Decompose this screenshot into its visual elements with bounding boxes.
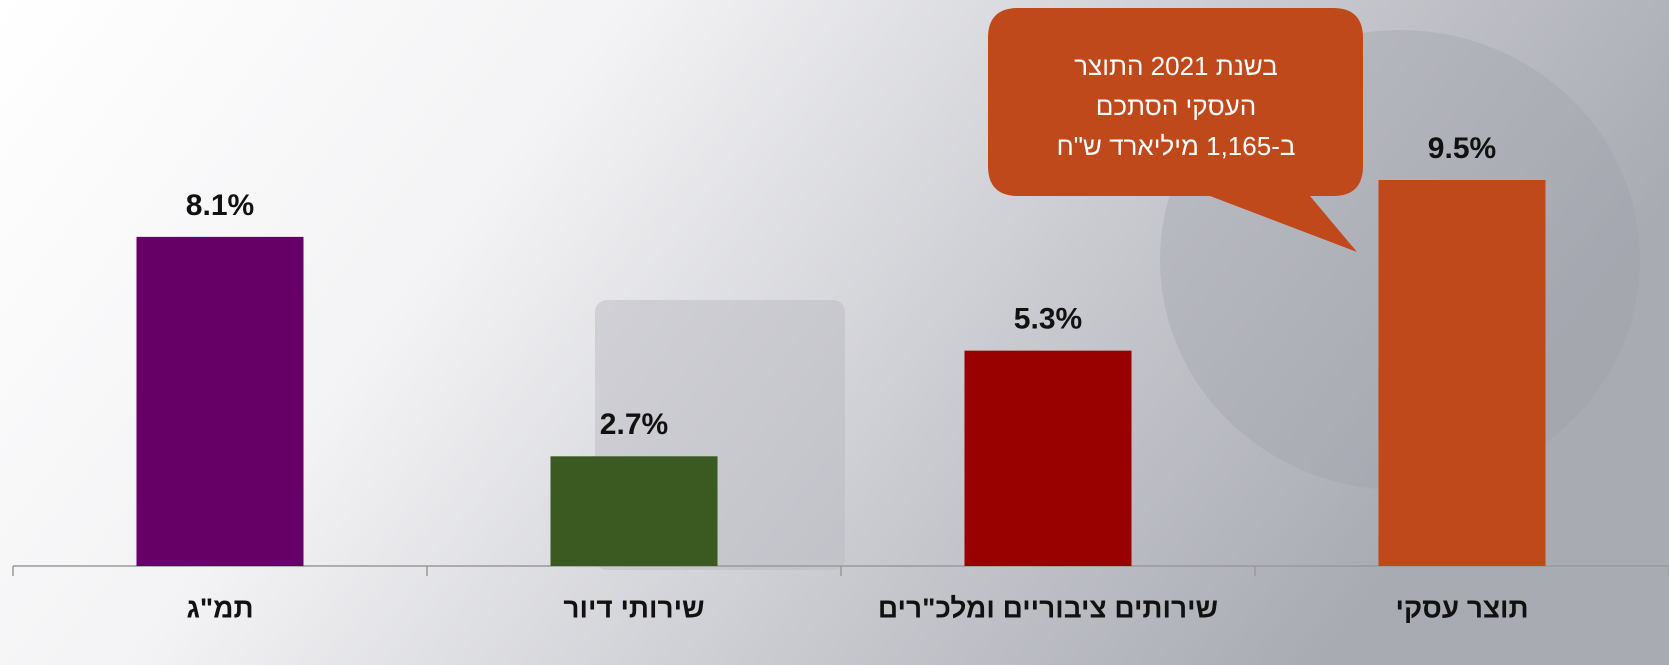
- data-label: 2.7%: [600, 408, 668, 441]
- data-label: 9.5%: [1428, 132, 1496, 165]
- x-tick-label: שירותים ציבוריים ומלכ"רים: [878, 592, 1218, 623]
- bar: [1379, 180, 1546, 566]
- chart: 8.1% תמ"ג 2.7% שירותי דיור 5.3% שירותים ציבור…: [0, 0, 1669, 665]
- callout-text: ב-1,165 מיליארד ש"ח: [1057, 131, 1296, 161]
- data-label: 5.3%: [1014, 303, 1082, 336]
- callout-text: בשנת 2021 התוצר: [1074, 51, 1278, 81]
- data-label: 8.1%: [186, 189, 254, 222]
- x-tick-label: תמ"ג: [186, 592, 253, 623]
- x-tick-label: שירותי דיור: [563, 592, 704, 623]
- x-tick-label: תוצר עסקי: [1395, 592, 1528, 623]
- bar: [551, 456, 718, 566]
- bar: [965, 351, 1132, 566]
- bar: [137, 237, 304, 566]
- callout-text: העסקי הסתכם: [1096, 91, 1257, 121]
